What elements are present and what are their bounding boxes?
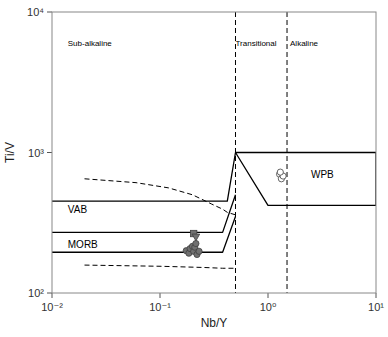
data-point xyxy=(192,234,200,241)
x-tick-label: 10⁻² xyxy=(41,301,63,313)
x-tick xyxy=(160,293,161,298)
annotation: Sub-alkaline xyxy=(68,39,113,48)
chart: 10⁻² 10⁻¹ 10⁰ 10¹ 10² 10³ 10⁴ Sub-alkaline Trans… xyxy=(0,0,388,337)
x-axis-label: Nb/Y xyxy=(201,316,228,330)
field-line xyxy=(85,179,236,215)
y-axis-label: Ti/V xyxy=(3,142,17,163)
plot-frame xyxy=(52,12,376,293)
x-tick xyxy=(268,293,269,298)
x-tick-label: 10⁻¹ xyxy=(149,301,171,313)
x-tick-label: 10¹ xyxy=(368,301,384,313)
field-line xyxy=(52,153,235,202)
x-tick xyxy=(52,293,53,298)
annotation: VAB xyxy=(68,204,88,215)
data-point xyxy=(196,248,202,254)
y-tick-label: 10² xyxy=(28,287,44,299)
y-tick xyxy=(47,293,52,294)
x-tick-label: 10⁰ xyxy=(260,301,277,313)
data-point xyxy=(277,169,283,175)
annotation: WPB xyxy=(311,169,334,180)
annotation: MORB xyxy=(68,239,98,250)
annotation: Alkaline xyxy=(290,39,319,48)
y-tick-label: 10³ xyxy=(28,147,44,159)
y-tick xyxy=(47,152,52,153)
field-line xyxy=(52,195,235,233)
y-tick-label: 10⁴ xyxy=(27,6,44,18)
plot-area xyxy=(52,12,376,293)
field-line xyxy=(235,153,376,206)
y-tick xyxy=(47,12,52,13)
field-line xyxy=(52,217,235,253)
annotation: Transitional xyxy=(235,39,276,48)
field-line xyxy=(85,265,236,268)
x-tick xyxy=(376,293,377,298)
plot-data xyxy=(52,12,376,293)
